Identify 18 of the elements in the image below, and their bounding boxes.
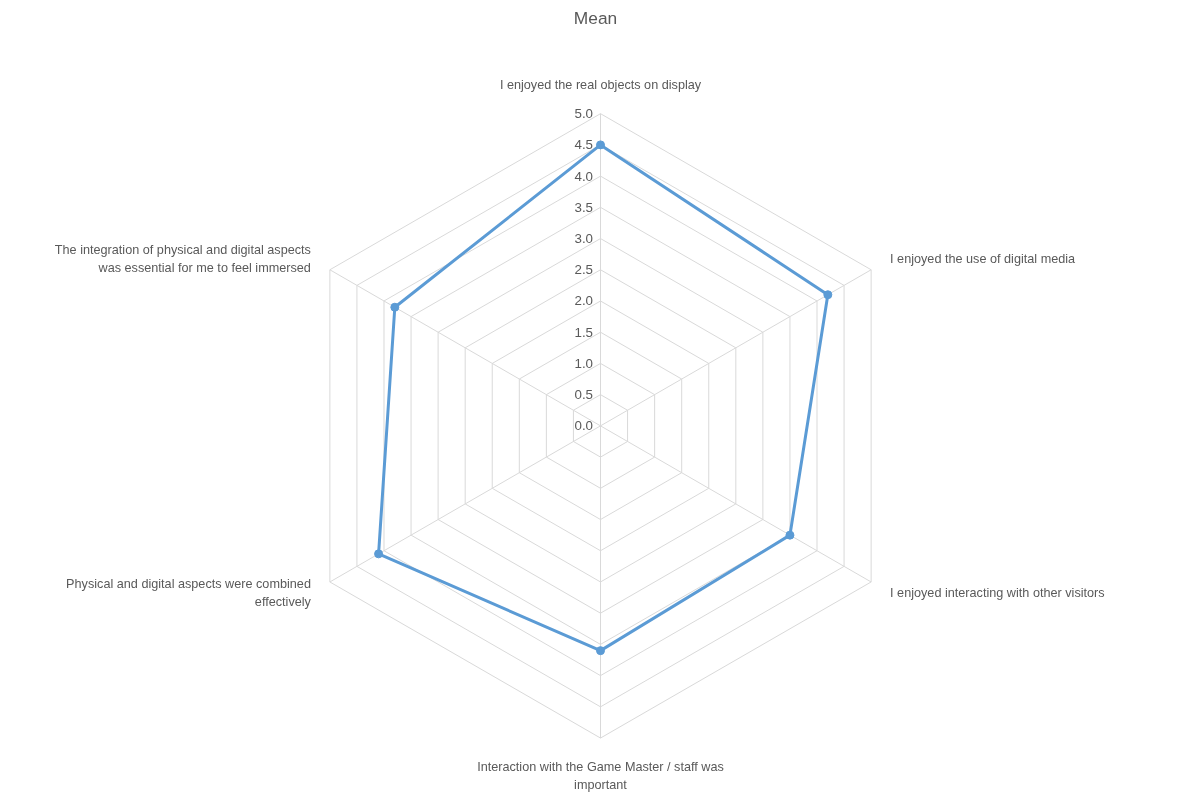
spoke-label: Interaction with the Game Master / staff was important <box>477 759 724 793</box>
spoke-label: I enjoyed the real objects on display <box>499 77 702 92</box>
y-tick-label: 5.0 <box>574 106 593 122</box>
y-tick-label: 2.0 <box>574 293 593 309</box>
spoke-label: I enjoyed the use of digital media <box>890 251 1077 266</box>
spoke-label: Physical and digital aspects were combined effectively <box>66 576 312 609</box>
y-tick-label: 0.5 <box>574 387 593 403</box>
y-tick-label: 3.5 <box>574 199 593 215</box>
spoke-label: The integration of physical and digital aspects was essential for me to feel immersed <box>54 242 311 275</box>
y-tick-label: 4.0 <box>574 168 593 184</box>
y-tick-label: 3.0 <box>574 231 593 247</box>
chart-title: Mean <box>573 7 618 28</box>
y-tick-label: 4.5 <box>574 137 593 153</box>
y-tick-label: 2.5 <box>574 262 593 278</box>
y-tick-label: 1.5 <box>574 324 593 340</box>
y-tick-label: 0.0 <box>574 418 593 434</box>
spoke-label: I enjoyed interacting with other visitors <box>890 585 1105 600</box>
y-tick-label: 1.0 <box>574 355 593 371</box>
